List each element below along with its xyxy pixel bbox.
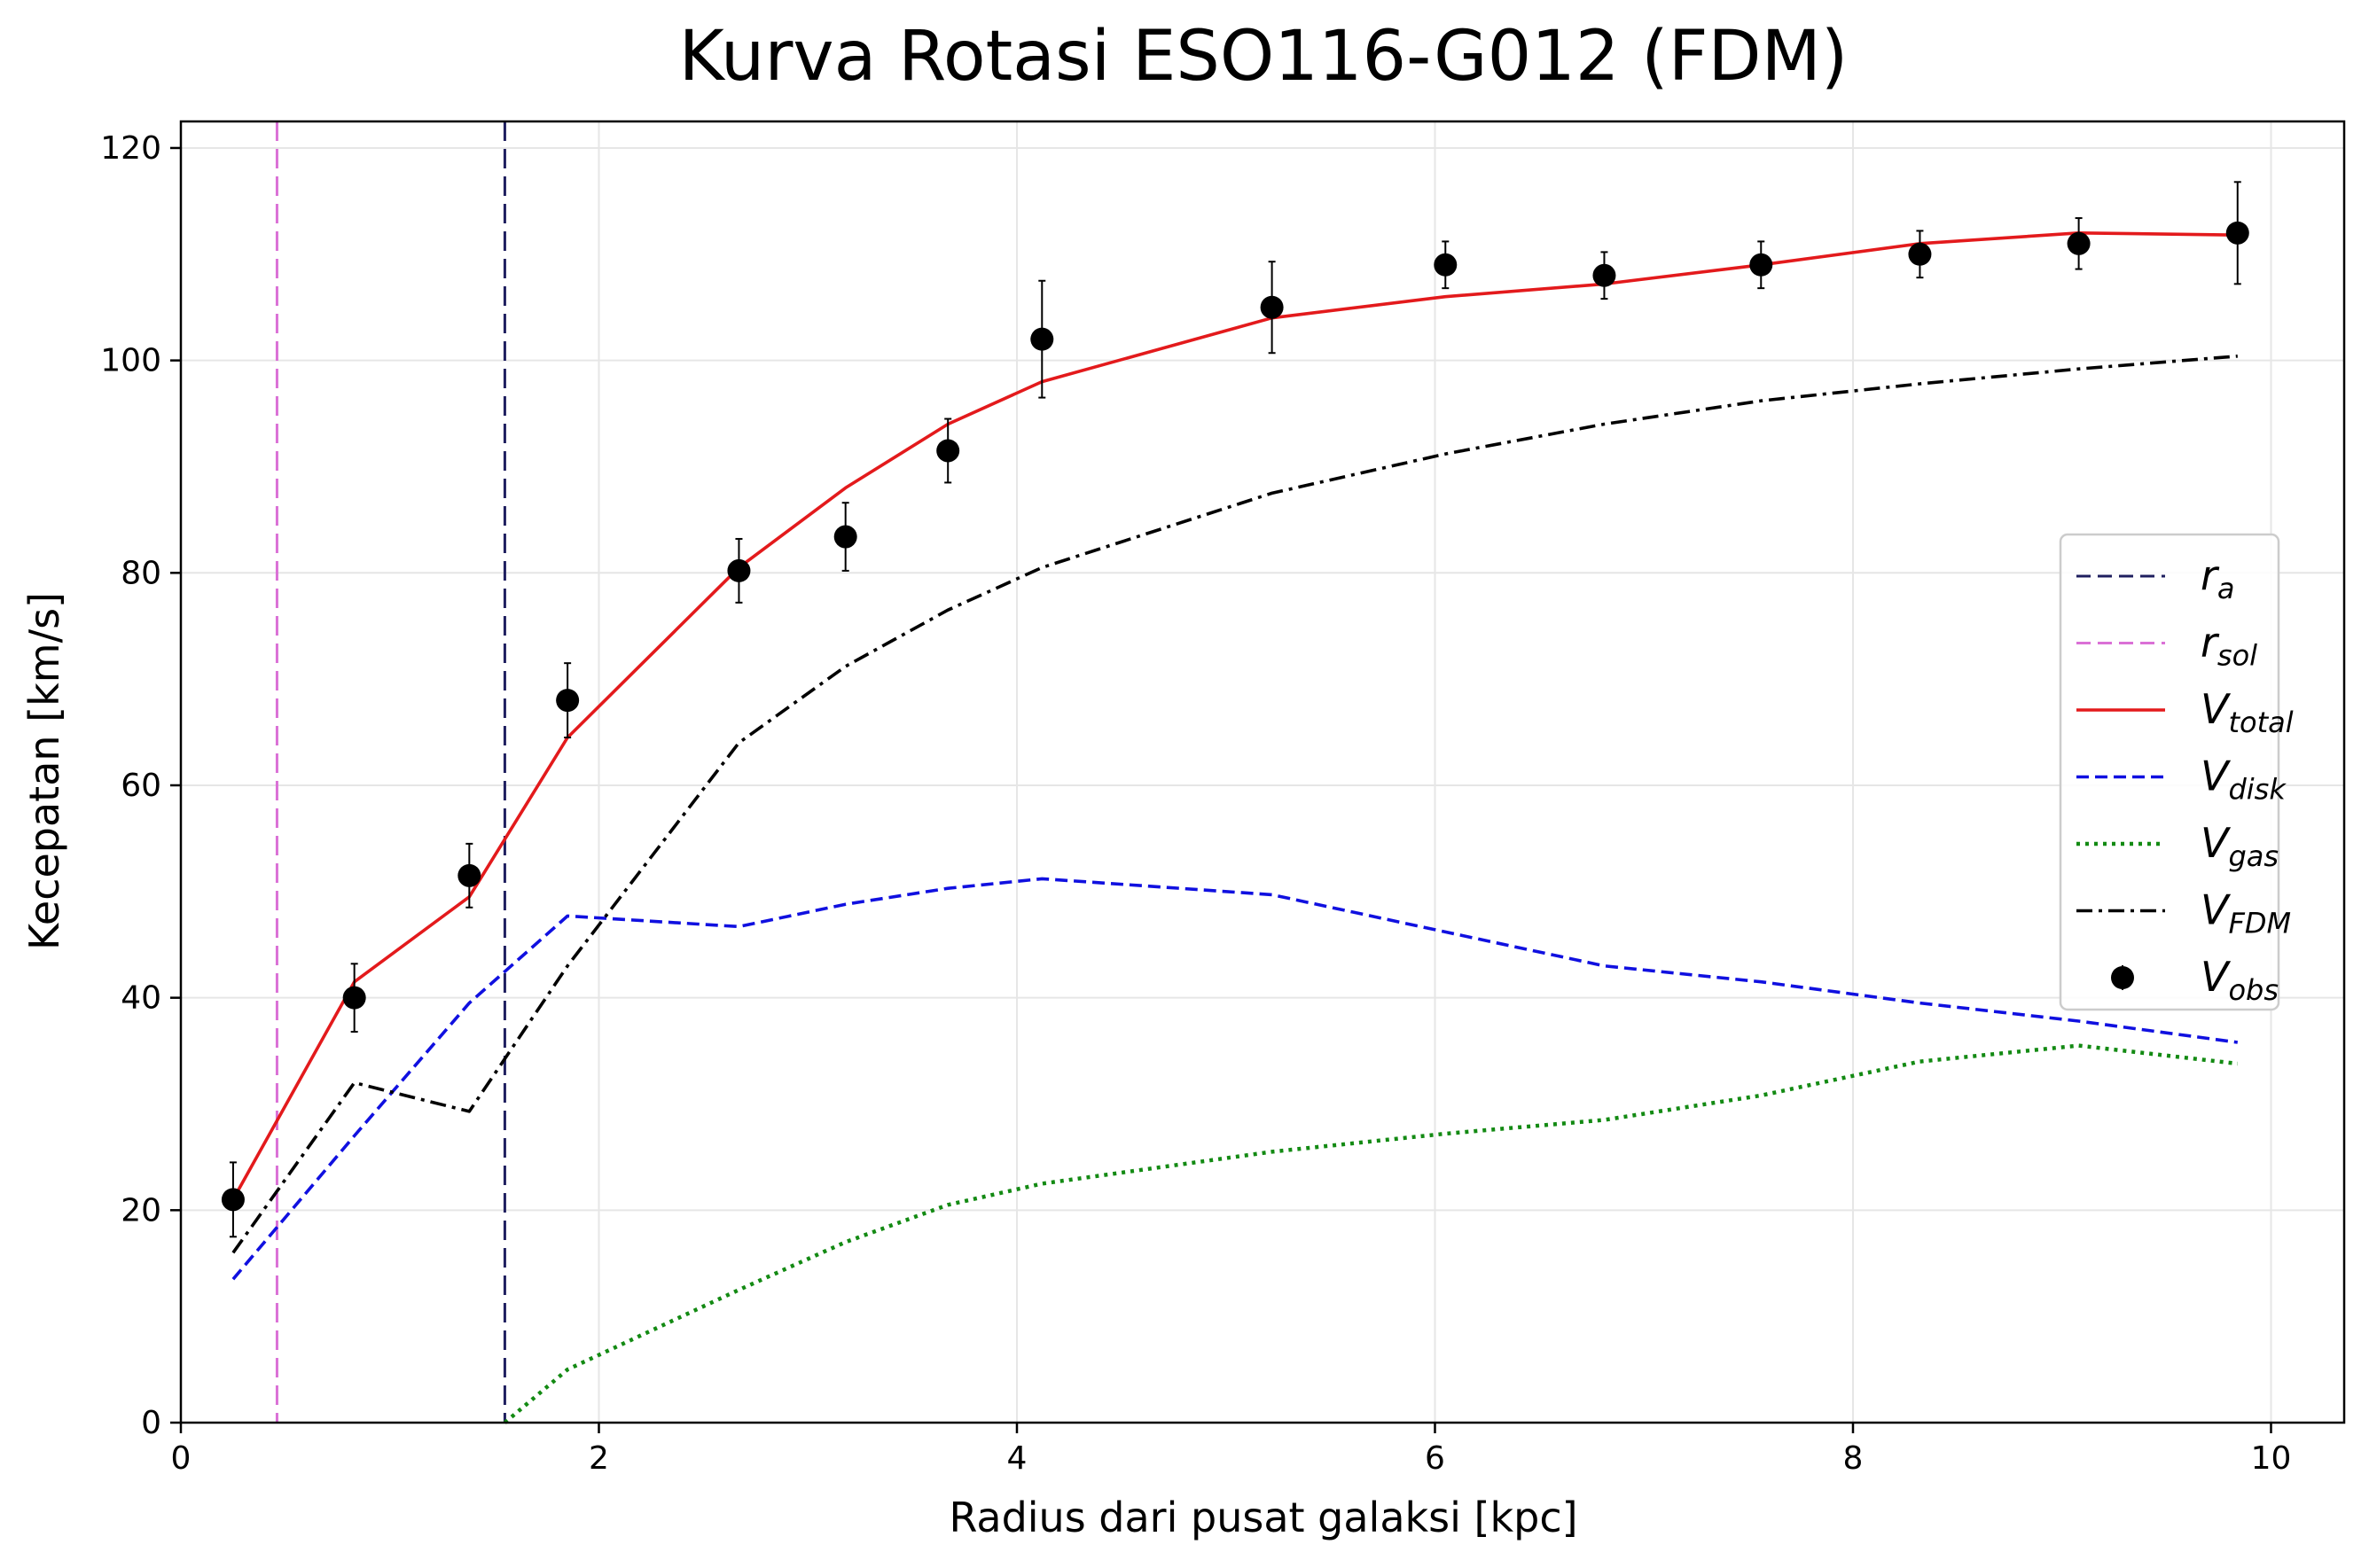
obs-point <box>2067 231 2091 255</box>
obs-point <box>1749 253 1773 277</box>
x-tick-label: 10 <box>2251 1440 2292 1477</box>
legend-marker-obs <box>2111 966 2134 989</box>
legend-label-subscript: gas <box>2228 839 2279 873</box>
x-tick-label: 8 <box>1843 1440 1864 1477</box>
obs-point <box>1592 263 1616 287</box>
legend-label-subscript: total <box>2228 706 2293 739</box>
vertical-reference-lines <box>275 121 506 1423</box>
obs-point <box>556 689 580 713</box>
obs-point <box>342 986 366 1010</box>
obs-point <box>833 525 857 549</box>
y-tick-label: 120 <box>100 130 161 167</box>
series-line-v-gas <box>503 1043 2239 1424</box>
y-tick-label: 100 <box>100 343 161 379</box>
obs-point <box>936 439 960 463</box>
x-tick-label: 6 <box>1425 1440 1445 1477</box>
y-tick-label: 80 <box>121 555 161 591</box>
y-tick-label: 20 <box>121 1192 161 1229</box>
series-line-v-disk <box>231 877 2239 1281</box>
x-tick-label: 4 <box>1007 1440 1028 1477</box>
obs-point <box>2225 221 2249 245</box>
obs-point <box>221 1188 245 1212</box>
legend-label-subscript: FDM <box>2228 907 2291 940</box>
x-axis-label: Radius dari pusat galaksi [kpc] <box>949 1494 1577 1541</box>
x-tick-label: 2 <box>589 1440 609 1477</box>
legend-label-subscript: sol <box>2217 639 2257 673</box>
legend-label-subscript: obs <box>2228 973 2279 1007</box>
chart-title: Kurva Rotasi ESO116-G012 (FDM) <box>679 17 1849 97</box>
plot-frame <box>179 120 2346 1424</box>
obs-point <box>1434 253 1458 277</box>
legend-label-subscript: disk <box>2228 773 2287 807</box>
legend-label-subscript: a <box>2217 572 2235 605</box>
series-line-v-fdm <box>231 355 2238 1254</box>
x-tick-label: 0 <box>171 1440 192 1477</box>
obs-point <box>1908 242 1932 266</box>
y-tick-label: 40 <box>121 980 161 1017</box>
obs-point <box>1260 295 1284 319</box>
y-tick-label: 0 <box>141 1405 161 1441</box>
observation-points <box>221 181 2249 1238</box>
obs-point <box>457 863 481 887</box>
y-axis-label: Kecepatan [km/s] <box>20 592 68 950</box>
obs-point <box>1030 327 1054 351</box>
y-tick-label: 60 <box>121 768 161 804</box>
legend-box <box>2059 533 2280 1011</box>
obs-point <box>727 558 751 582</box>
